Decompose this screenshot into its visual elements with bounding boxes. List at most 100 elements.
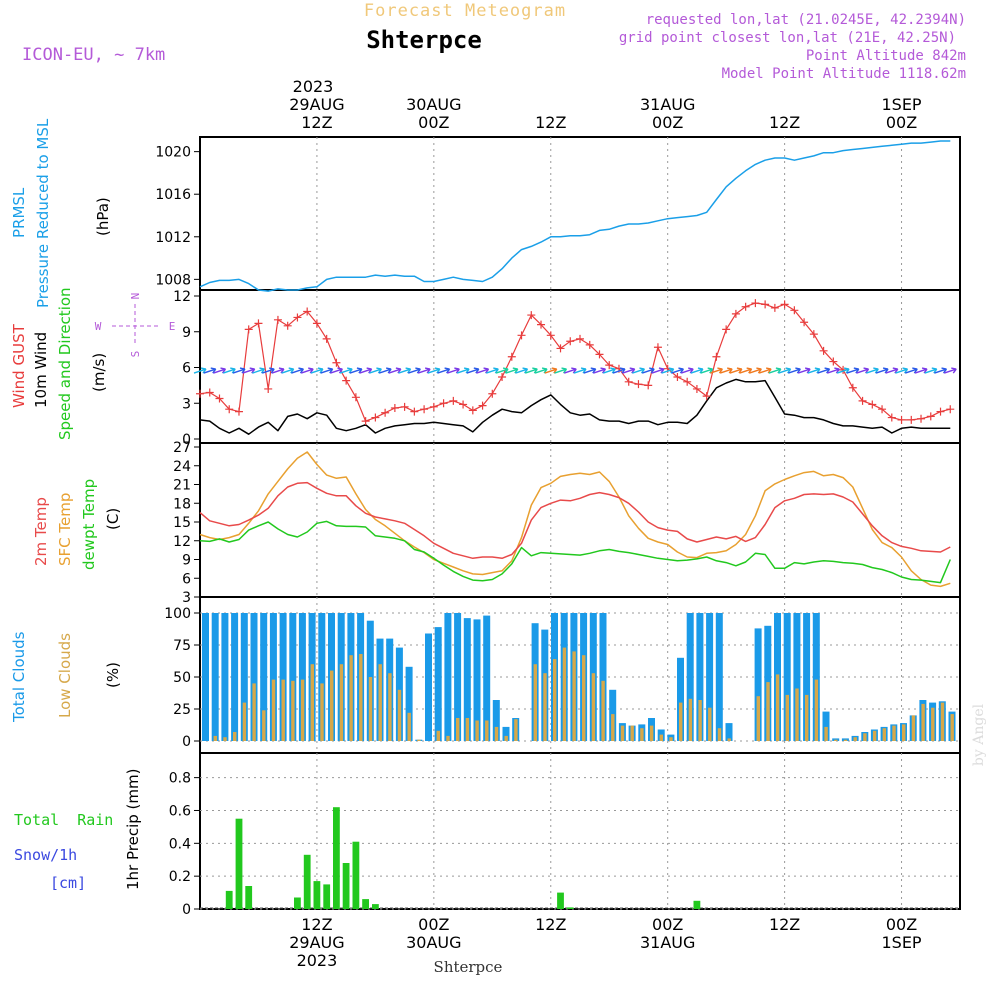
wind-gust-point bbox=[527, 311, 536, 320]
wind-direction-arrow bbox=[330, 367, 343, 374]
cloud-low-bar bbox=[902, 724, 906, 741]
precip-panel: 0 0.2 0.4 0.6 0.8 bbox=[169, 752, 961, 918]
cloud-labels: Total Clouds Low Clouds (%) bbox=[10, 631, 122, 723]
cloud-unit: (%) bbox=[104, 662, 122, 688]
wind-direction-arrow bbox=[310, 367, 324, 374]
cloud-total-bar bbox=[240, 613, 248, 741]
chart-title: Shterpce bbox=[366, 26, 482, 54]
rain-bar bbox=[693, 900, 701, 909]
bottom-location-label: Shterpce bbox=[434, 958, 503, 976]
bottom-year-label: 2023 bbox=[297, 951, 338, 970]
cloud-total-bar bbox=[434, 627, 442, 741]
top-day-label: 1SEP bbox=[881, 95, 921, 114]
cloud-low-bar bbox=[582, 655, 586, 741]
wind-gust-point bbox=[459, 400, 468, 409]
wind-direction-arrow bbox=[203, 367, 217, 374]
wind-gust-point bbox=[936, 407, 945, 416]
precip-ytick-label: 0 bbox=[182, 902, 191, 918]
wind-direction-arrow bbox=[905, 367, 918, 374]
wind-direction-arrow bbox=[895, 367, 909, 374]
wind-gust-point bbox=[751, 299, 760, 308]
wind-gust-series-line bbox=[199, 302, 951, 422]
wind-direction-arrow bbox=[622, 367, 636, 374]
compass-rose: N S W E bbox=[95, 293, 176, 358]
wind-gust-point bbox=[624, 377, 633, 386]
wind-direction-arrow bbox=[447, 367, 460, 374]
wind-direction-arrow bbox=[729, 367, 743, 374]
cloud-low-bar bbox=[795, 688, 799, 741]
wind-direction-arrow bbox=[271, 367, 285, 374]
bottom-hour-label: 12Z bbox=[301, 915, 332, 934]
cloud-low-bar bbox=[882, 728, 886, 741]
pressure-ytick-label: 1012 bbox=[155, 230, 191, 246]
top-day-label: 30AUG bbox=[406, 95, 461, 114]
wind-label-10m: 10m Wind bbox=[32, 332, 50, 408]
cloud-low-bar bbox=[320, 683, 324, 741]
cloud-low-bar bbox=[446, 735, 450, 741]
temp-unit: (C) bbox=[104, 508, 122, 530]
wind-gust-point bbox=[683, 377, 692, 386]
top-hour-label: 12Z bbox=[769, 113, 800, 132]
wind-direction-arrow bbox=[476, 367, 490, 374]
wind-gust-point bbox=[517, 331, 526, 340]
wind-gust-point bbox=[449, 396, 458, 405]
pressure-panel: 1008 1012 1016 1020 bbox=[155, 136, 961, 291]
cloud-low-bar bbox=[843, 739, 848, 741]
cloud-low-bar bbox=[669, 737, 673, 741]
rain-bar bbox=[566, 907, 574, 909]
wind-gust-point bbox=[507, 352, 516, 361]
wind-label-gust: Wind GUST bbox=[10, 323, 28, 408]
cloud-low-bar bbox=[785, 694, 789, 741]
cloud-low-bar bbox=[368, 677, 373, 741]
precip-label-cm: [cm] bbox=[50, 874, 86, 892]
temp-label-sfc: SFC Temp bbox=[56, 493, 74, 566]
wind-gust-point bbox=[653, 343, 662, 352]
top-hour-label: 12Z bbox=[301, 113, 332, 132]
cloud-low-bar bbox=[504, 735, 508, 741]
temp-ytick-label: 18 bbox=[173, 496, 191, 512]
rain-bar bbox=[313, 881, 321, 909]
wind-direction-arrow bbox=[583, 367, 597, 374]
cloud-low-bar bbox=[824, 726, 828, 741]
wind-gust-point bbox=[537, 320, 546, 329]
temp-ytick-label: 12 bbox=[173, 534, 191, 550]
wind-direction-arrow bbox=[768, 367, 782, 374]
wind-direction-arrow bbox=[671, 367, 684, 374]
wind-direction-arrow bbox=[193, 367, 207, 374]
wind-gust-point bbox=[673, 373, 682, 382]
wind-direction-arrow bbox=[486, 367, 499, 374]
temp-ytick-label: 9 bbox=[182, 553, 191, 569]
wind-direction-arrow bbox=[261, 367, 275, 374]
wind-direction-arrow bbox=[719, 367, 733, 374]
cloud-low-bar bbox=[562, 647, 567, 741]
top-day-label: 31AUG bbox=[640, 95, 695, 114]
wind-gust-point bbox=[887, 413, 896, 422]
cloud-low-bar bbox=[242, 702, 247, 741]
wind-gust-point bbox=[498, 373, 507, 382]
wind-direction-arrow bbox=[369, 367, 382, 374]
wind-direction-arrow bbox=[378, 367, 392, 374]
pressure-ytick-label: 1016 bbox=[155, 187, 191, 203]
temp-label-dew: dewpt Temp bbox=[80, 479, 98, 570]
wind-gust-point bbox=[234, 407, 243, 416]
wind-gust-point bbox=[546, 331, 555, 340]
cloud-total-bar bbox=[298, 613, 306, 741]
temp-ytick-label: 3 bbox=[182, 590, 191, 606]
wind-direction-arrow bbox=[359, 367, 373, 374]
wind-gust-point bbox=[381, 408, 390, 417]
rain-bar bbox=[352, 841, 360, 909]
cloud-low-bar bbox=[911, 715, 916, 741]
wind-direction-arrow bbox=[758, 367, 772, 374]
wind-gust-point bbox=[829, 357, 838, 366]
precip-ytick-label: 0.8 bbox=[169, 771, 191, 787]
wind-direction-arrow bbox=[252, 367, 266, 374]
cloud-low-bar bbox=[727, 738, 731, 741]
wind-direction-arrow bbox=[427, 367, 441, 374]
time-year-top: 2023 bbox=[293, 77, 334, 96]
wind-direction-arrow bbox=[788, 367, 801, 374]
precip-ytick-label: 0.2 bbox=[169, 869, 191, 885]
wind-direction-arrow bbox=[291, 367, 304, 374]
bottom-hour-label: 12Z bbox=[769, 915, 800, 934]
clouds-ytick-label: 0 bbox=[182, 734, 191, 750]
cloud-total-bar bbox=[444, 613, 452, 741]
